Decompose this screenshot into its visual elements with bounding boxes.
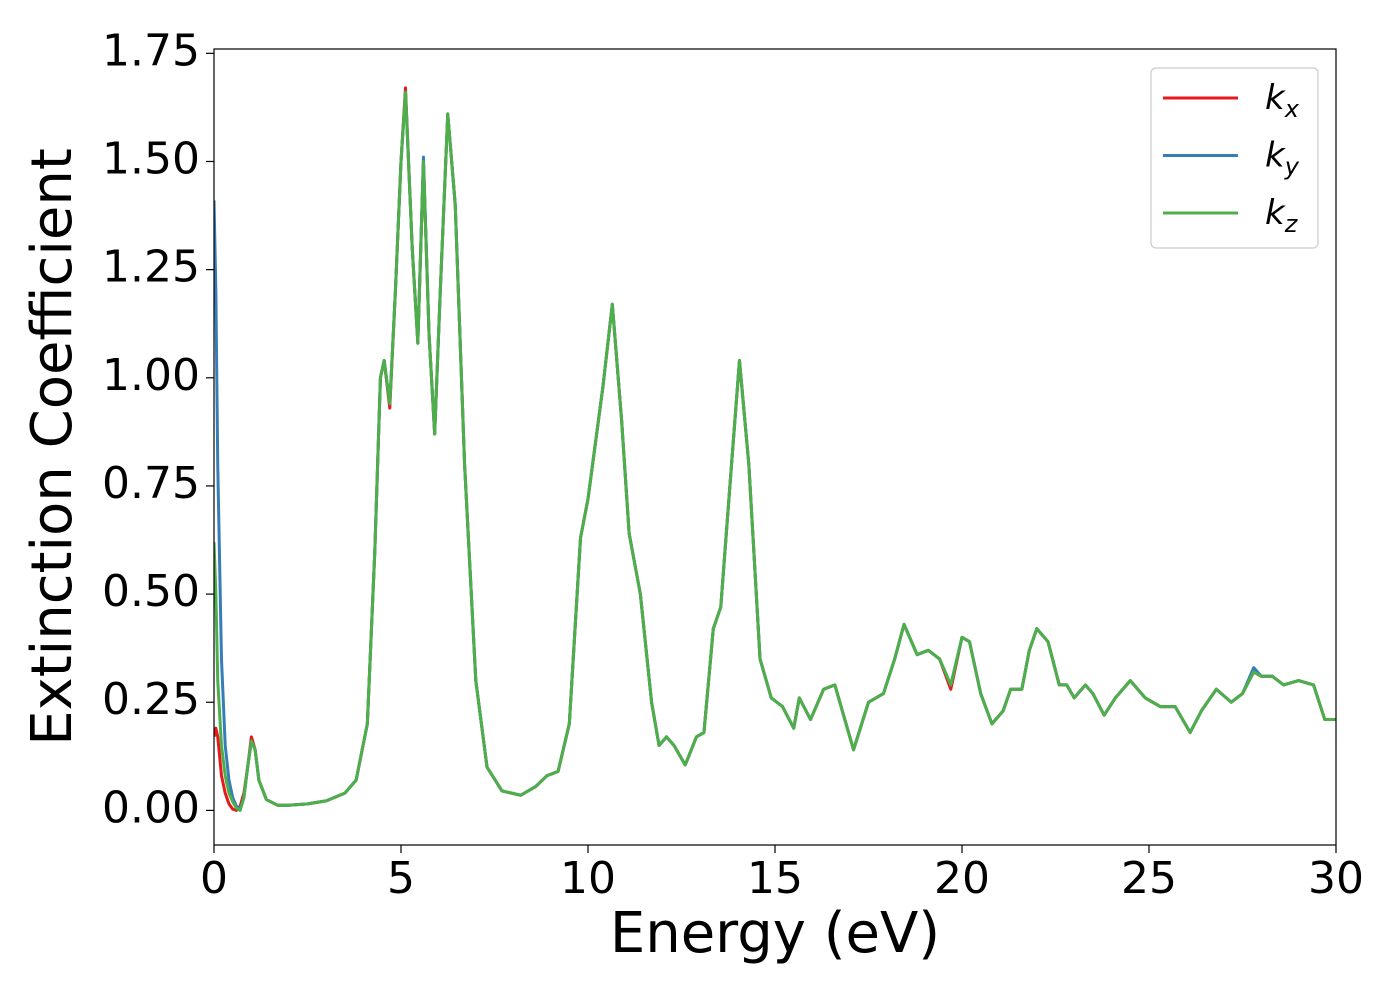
y-axis-label: Extinction Coefficient <box>20 148 85 746</box>
legend-label: ky <box>1265 136 1300 181</box>
lines <box>214 86 1336 812</box>
legend-label: kz <box>1265 193 1299 238</box>
y-tick-label: 0.25 <box>102 674 200 725</box>
y-tick-label: 0.50 <box>102 566 200 617</box>
legend-label: kx <box>1265 78 1300 123</box>
y-tick-label: 1.00 <box>102 350 200 401</box>
x-axis-label: Energy (eV) <box>610 901 940 966</box>
data-line <box>214 90 1336 812</box>
x-tick-label: 25 <box>1121 853 1177 904</box>
legend-box <box>1150 67 1319 249</box>
y-tick-label: 0.00 <box>102 782 200 833</box>
x-tick-label: 30 <box>1308 853 1364 904</box>
y-tick-label: 0.75 <box>102 458 200 509</box>
x-tick-label: 10 <box>560 853 616 904</box>
x-tick-label: 0 <box>200 853 228 904</box>
y-tick-label: 1.75 <box>102 25 200 76</box>
y-tick-label: 1.25 <box>102 242 200 293</box>
y-tick-label: 1.50 <box>102 133 200 184</box>
x-tick-label: 5 <box>387 853 415 904</box>
x-tick-label: 15 <box>747 853 803 904</box>
x-tick-label: 20 <box>934 853 990 904</box>
